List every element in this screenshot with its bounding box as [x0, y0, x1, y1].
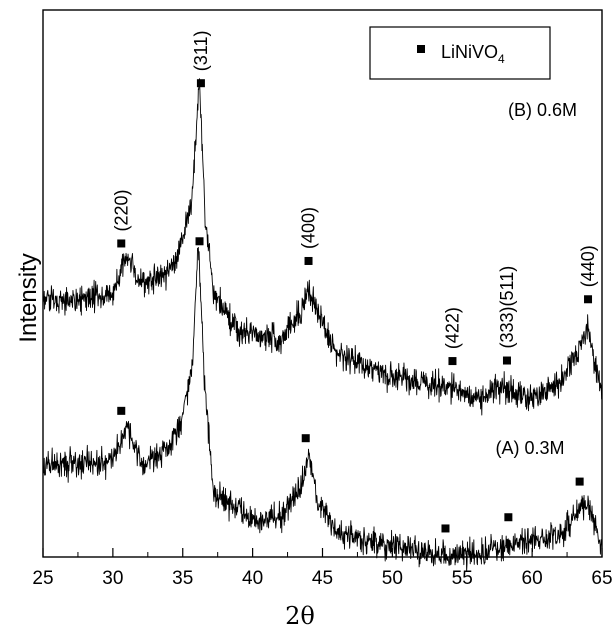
peak-marker	[441, 524, 450, 533]
series-label-a: (A) 0.3M	[495, 438, 564, 458]
peak-marker	[304, 256, 313, 265]
legend-entry: LiNiVO4	[441, 42, 505, 66]
x-tick-label: 35	[172, 568, 193, 589]
peak-marker	[448, 357, 457, 366]
x-axis-title: 2θ	[285, 602, 315, 630]
x-tick-label: 65	[591, 568, 612, 589]
peak-marker	[301, 434, 310, 443]
x-tick-label: 60	[522, 568, 543, 589]
peak-marker	[575, 477, 584, 486]
peak-marker	[502, 356, 511, 365]
peak-marker	[584, 295, 593, 304]
x-tick-label: 25	[32, 568, 53, 589]
legend-marker	[417, 45, 425, 53]
x-tick-label: 55	[452, 568, 473, 589]
peak-marker	[196, 79, 205, 88]
peak-marker	[504, 513, 513, 522]
peak-label: (311)	[191, 31, 211, 72]
peak-marker	[117, 406, 126, 415]
peak-label: (333)(511)	[497, 266, 517, 349]
legend: LiNiVO4	[369, 26, 551, 80]
series-label-b: (B) 0.6M	[508, 100, 577, 120]
peak-label: (422)	[443, 307, 463, 349]
peak-label: (220)	[111, 189, 131, 231]
peak-label: (440)	[578, 245, 598, 287]
series-line-b	[42, 78, 603, 416]
x-tick-label: 40	[242, 568, 263, 589]
x-tick-label: 30	[102, 568, 123, 589]
plot-frame	[42, 9, 603, 558]
peak-label: (400)	[299, 207, 319, 249]
legend-subscript: 4	[498, 52, 505, 66]
x-tick-label: 45	[312, 568, 333, 589]
peak-marker	[195, 237, 204, 246]
peak-marker	[117, 239, 126, 248]
x-tick-label: 50	[382, 568, 403, 589]
series-line-a	[42, 246, 603, 572]
legend-box	[369, 26, 551, 80]
y-axis-title: Intensity	[15, 253, 42, 342]
legend-label: LiNiVO	[441, 42, 498, 62]
